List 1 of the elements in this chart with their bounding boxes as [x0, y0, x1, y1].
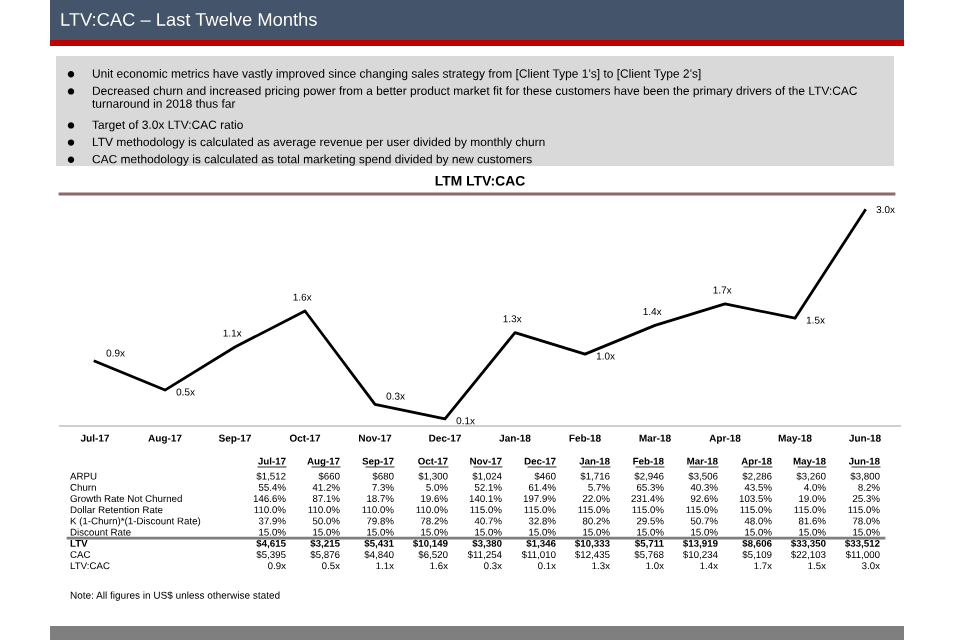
text: LTV:CAC – Last Twelve Months — [61, 12, 317, 26]
